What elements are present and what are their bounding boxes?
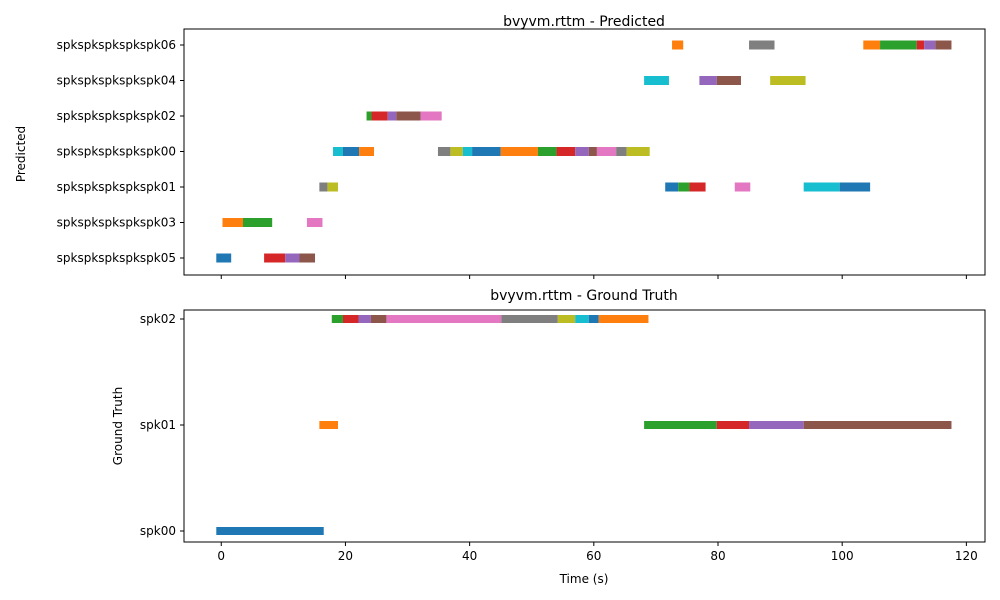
speaker-segment [319,421,338,429]
speaker-segment [216,527,324,535]
speaker-segment [342,315,359,323]
speaker-segment [916,40,925,50]
y-tick-label: spk01 [140,418,176,432]
speaker-segment [285,253,300,263]
x-tick-label: 100 [831,549,854,563]
speaker-segment [575,147,589,156]
speaker-segment [306,218,323,227]
speaker-segment [387,111,397,121]
speaker-segment [863,40,881,50]
speaker-segment [924,40,936,50]
speaker-segment [396,111,421,121]
x-tick-label: 20 [338,549,353,563]
speaker-segment [716,421,750,429]
speaker-segment [371,111,388,121]
speaker-segment [803,421,952,429]
x-tick-label: 40 [462,549,477,563]
speaker-segment [644,76,669,85]
speaker-segment [678,182,690,192]
speaker-segment [935,40,952,50]
y-tick-label: spkspkspkspkspk06 [57,38,176,52]
speaker-segment [359,147,375,156]
ground-truth-x-ticks: 0 20 40 60 80 100 120 [217,542,978,563]
speaker-segment [880,40,917,50]
predicted-y-axis-label: Predicted [14,126,28,182]
speaker-segment [462,147,473,156]
speaker-segment [626,147,650,156]
x-axis-label: Time (s) [559,572,609,586]
speaker-segment [420,111,442,121]
speaker-segment [749,421,804,429]
speaker-segment [770,76,806,85]
ground-truth-segments [216,315,952,535]
y-tick-label: spkspkspkspkspk03 [57,216,176,230]
speaker-segment [803,182,840,192]
speaker-segment [216,253,232,263]
y-tick-label: spkspkspkspkspk00 [57,145,176,159]
speaker-segment [537,147,557,156]
speaker-segment [734,182,751,192]
speaker-segment [500,147,538,156]
speaker-segment [366,111,372,121]
predicted-y-ticks: spkspkspkspkspk05 spkspkspkspkspk03 spkspk… [57,38,184,265]
speaker-segment [222,218,243,227]
x-tick-label: 0 [217,549,225,563]
predicted-panel: bvyvm.rttm - Predicted Predicted spkspks… [14,14,986,279]
speaker-segment [588,147,597,156]
speaker-segment [839,182,871,192]
y-tick-label: spkspkspkspkspk02 [57,109,176,123]
speaker-segment [689,182,706,192]
speaker-segment [575,315,589,323]
speaker-segment [342,147,360,156]
predicted-segments [216,40,952,263]
x-tick-label: 120 [955,549,978,563]
predicted-x-ticks [220,275,967,279]
speaker-segment [588,315,599,323]
speaker-segment [501,315,558,323]
speaker-segment [370,315,387,323]
speaker-segment [331,315,343,323]
speaker-segment [556,147,576,156]
speaker-segment [598,315,649,323]
predicted-panel-title: bvyvm.rttm - Predicted [503,14,665,30]
speaker-segment [333,147,343,156]
ground-truth-panel: bvyvm.rttm - Ground Truth Ground Truth T… [111,288,986,586]
ground-truth-axes-frame [183,309,986,543]
speaker-segment [299,253,316,263]
speaker-segment [450,147,463,156]
speaker-segment [665,182,679,192]
ground-truth-panel-title: bvyvm.rttm - Ground Truth [490,288,678,304]
speaker-segment [596,147,617,156]
speaker-segment [472,147,501,156]
ground-truth-y-axis-label: Ground Truth [111,387,125,465]
predicted-axes-frame [183,28,986,276]
x-tick-label: 80 [710,549,725,563]
speaker-segment [437,147,451,156]
y-tick-label: spk00 [140,524,176,538]
y-tick-label: spk02 [140,312,176,326]
speaker-segment [749,40,775,50]
speaker-segment [672,40,684,50]
speaker-segment [644,421,717,429]
speaker-segment [699,76,717,85]
speaker-segment [358,315,371,323]
y-tick-label: spkspkspkspkspk05 [57,251,176,265]
speaker-segment [327,182,338,192]
speaker-segment [716,76,741,85]
ground-truth-y-ticks: spk00 spk01 spk02 [140,312,184,538]
y-tick-label: spkspkspkspkspk01 [57,180,176,194]
y-tick-label: spkspkspkspkspk04 [57,74,176,88]
speaker-segment [242,218,273,227]
speaker-segment [616,147,627,156]
speaker-segment [557,315,576,323]
speaker-segment [264,253,286,263]
speaker-segment [319,182,328,192]
x-tick-label: 60 [586,549,601,563]
speaker-segment [386,315,502,323]
